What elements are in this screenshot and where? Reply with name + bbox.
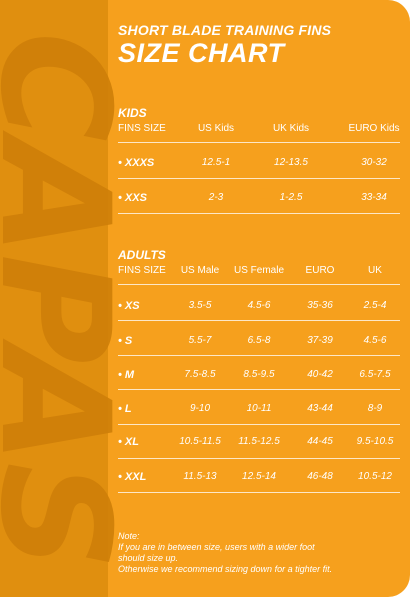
size-label: • XXXS xyxy=(118,157,155,169)
table-cell: 6.5-8 xyxy=(247,335,271,346)
adults-col-us-female: US Female xyxy=(233,265,285,276)
size-label: • M xyxy=(118,369,135,381)
divider xyxy=(118,178,400,179)
table-cell: 30-32 xyxy=(361,157,387,168)
adults-col-us-male: US Male xyxy=(180,265,220,276)
table-row: • XL 10.5-11.5 11.5-12.5 44-45 9.5-10.5 xyxy=(118,432,400,452)
table-cell: 12.5-14 xyxy=(242,471,276,482)
table-cell: 2-3 xyxy=(208,192,224,203)
table-row: • XS 3.5-5 4.5-6 35-36 2.5-4 xyxy=(118,296,400,316)
kids-col-us: US Kids xyxy=(197,123,235,134)
table-cell: 35-36 xyxy=(307,300,333,311)
table-cell: 37-39 xyxy=(307,335,333,346)
table-cell: 9.5-10.5 xyxy=(356,436,394,447)
adults-col-euro: EURO xyxy=(305,265,335,276)
divider xyxy=(118,492,400,493)
table-cell: 4.5-6 xyxy=(247,300,271,311)
table-cell: 12-13.5 xyxy=(274,157,308,168)
table-cell: 40-42 xyxy=(307,369,333,380)
table-row: • M 7.5-8.5 8.5-9.5 40-42 6.5-7.5 xyxy=(118,365,400,385)
adults-col-uk: UK xyxy=(368,265,382,276)
table-cell: 5.5-7 xyxy=(188,335,212,346)
kids-col-fins-size: FINS SIZE xyxy=(118,123,166,134)
table-cell: 11.5-13 xyxy=(183,471,217,482)
size-label: • S xyxy=(118,335,133,347)
kids-col-uk: UK Kids xyxy=(272,123,310,134)
table-cell: 44-45 xyxy=(307,436,333,447)
divider xyxy=(118,389,400,390)
divider xyxy=(118,320,400,321)
note-text: If you are in between size, users with a… xyxy=(118,542,315,552)
size-label: • XL xyxy=(118,436,139,448)
divider xyxy=(118,458,400,459)
table-cell: 8.5-9.5 xyxy=(243,369,275,380)
divider xyxy=(118,424,400,425)
table-cell: 8-9 xyxy=(367,403,383,414)
table-row: • S 5.5-7 6.5-8 37-39 4.5-6 xyxy=(118,331,400,351)
table-cell: 11.5-12.5 xyxy=(238,436,280,447)
table-cell: 3.5-5 xyxy=(188,300,212,311)
table-cell: 4.5-6 xyxy=(363,335,387,346)
table-cell: 10-11 xyxy=(246,403,272,414)
table-cell: 1-2.5 xyxy=(279,192,303,203)
table-cell: 7.5-8.5 xyxy=(184,369,216,380)
table-row: • XXXS 12.5-1 12-13.5 30-32 xyxy=(118,153,400,173)
sizing-note: Note: If you are in between size, users … xyxy=(118,531,402,575)
size-label: • XXL xyxy=(118,471,147,483)
size-label: • XXS xyxy=(118,192,147,204)
chart-subtitle: SHORT BLADE TRAINING FINS xyxy=(118,22,332,38)
table-cell: 6.5-7.5 xyxy=(359,369,391,380)
chart-title: SIZE CHART xyxy=(118,38,285,68)
divider xyxy=(118,355,400,356)
table-cell: 9-10 xyxy=(189,403,211,414)
table-row: • L 9-10 10-11 43-44 8-9 xyxy=(118,399,400,419)
adults-header-row: FINS SIZE US Male US Female EURO UK xyxy=(118,261,400,281)
adults-col-fins-size: FINS SIZE xyxy=(118,265,166,276)
table-cell: 43-44 xyxy=(307,403,333,414)
divider xyxy=(118,142,400,143)
table-row: • XXL 11.5-13 12.5-14 46-48 10.5-12 xyxy=(118,467,400,487)
size-label: • L xyxy=(118,403,132,415)
table-row: • XXS 2-3 1-2.5 33-34 xyxy=(118,188,400,208)
note-text: should size up. xyxy=(118,553,179,563)
table-cell: 10.5-11.5 xyxy=(179,436,221,447)
kids-col-euro: EURO Kids xyxy=(348,123,400,134)
adults-section-title: ADULTS xyxy=(118,248,166,262)
note-text: Otherwise we recommend sizing down for a… xyxy=(118,564,333,574)
table-cell: 12.5-1 xyxy=(201,157,231,168)
kids-header-row: FINS SIZE US Kids UK Kids EURO Kids xyxy=(118,119,400,139)
kids-section-title: KIDS xyxy=(118,106,147,120)
table-cell: 33-34 xyxy=(361,192,387,203)
divider xyxy=(118,284,400,285)
brand-strip: CAPAS xyxy=(0,0,141,597)
divider xyxy=(118,213,400,214)
note-heading: Note: xyxy=(118,531,140,541)
size-label: • XS xyxy=(118,300,140,312)
table-cell: 2.5-4 xyxy=(363,300,387,311)
table-cell: 46-48 xyxy=(307,471,333,482)
table-cell: 10.5-12 xyxy=(358,471,392,482)
